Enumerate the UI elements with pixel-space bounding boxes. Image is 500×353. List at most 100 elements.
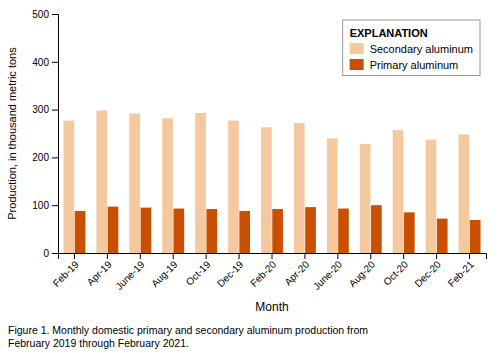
bar [75,211,86,253]
bar [64,121,75,253]
tick-mark [52,253,58,254]
bar [174,209,185,253]
tick-label: 0 [43,248,49,259]
tick-mark [206,253,207,259]
tick-mark [337,253,338,259]
tick: 100 [32,200,58,211]
bar [294,123,305,253]
legend-swatch [350,59,364,70]
tick-mark [74,253,75,259]
bar [96,111,107,253]
bar [261,127,272,253]
x-axis-title: Month [255,300,288,314]
axis-line [52,15,59,254]
tick-label: Aug-19 [149,258,180,289]
tick-label: Oct-20 [381,258,410,287]
tick-label: Apr-19 [85,258,114,287]
legend-title: EXPLANATION [350,27,428,39]
tick: 0 [43,248,58,259]
bar [393,130,404,253]
bar [239,211,250,253]
legend-label: Secondary aluminum [370,43,473,55]
tick-label: Aug-20 [347,258,378,289]
tick-label: 100 [32,200,49,211]
tick: Feb-20 [248,253,278,289]
tick-label: Dec-20 [412,258,443,289]
axis-line [59,254,487,260]
tick: Oct-19 [184,253,213,288]
tick: June-19 [113,253,147,292]
tick-mark [469,253,470,259]
tick-label: June-20 [311,258,345,292]
tick-mark [173,253,174,259]
bar [162,118,173,253]
tick: 300 [32,104,58,115]
plot: 0 100 200 300 400 500 Feb-19Apr-19June-19Aug-1… [32,9,486,292]
bar [470,220,481,253]
tick: Apr-19 [85,253,114,288]
legend-swatch [350,43,364,54]
bar-series [75,205,481,253]
tick: 200 [32,152,58,163]
tick: Aug-19 [149,253,180,289]
tick: Dec-20 [412,253,443,289]
tick-mark [370,253,371,259]
tick-label: 200 [32,152,49,163]
bar [108,207,119,253]
tick: Aug-20 [347,253,378,289]
tick-mark [52,110,58,111]
bar [272,209,283,253]
bar [404,212,415,253]
legend: EXPLANATION Secondary aluminum Primary alu… [343,20,480,76]
tick-mark [239,253,240,259]
tick-mark [107,253,108,259]
tick-label: Feb-19 [51,258,81,288]
bar-series [64,111,470,253]
bar [141,208,152,253]
tick-label: 500 [32,9,49,20]
bar [206,209,217,253]
bar [360,144,371,253]
tick-mark [403,253,404,259]
bar [195,113,206,253]
tick-mark [304,253,305,259]
tick-mark [436,253,437,259]
tick-mark [52,205,58,206]
tick-label: 400 [32,57,49,68]
tick-label: Feb-20 [248,258,278,288]
x-axis: Feb-19Apr-19June-19Aug-19Oct-19Dec-19Feb… [51,253,487,292]
y-axis-title: Production, in thousand metric tons [6,47,18,220]
tick-label: Apr-20 [282,258,311,287]
bar [338,209,349,253]
tick-mark [52,14,58,15]
caption: Figure 1. Monthly domestic primary and s… [8,324,368,349]
legend-box [343,20,480,76]
tick-mark [52,157,58,158]
y-axis: 0 100 200 300 400 500 [32,9,58,259]
tick-label: June-19 [113,258,147,292]
tick: Oct-20 [381,253,410,288]
tick: Feb-19 [51,253,81,289]
tick: Feb-21 [446,253,476,289]
tick: 500 [32,9,58,20]
tick: 400 [32,57,58,68]
tick: June-20 [311,253,345,292]
tick-label: Feb-21 [446,258,476,288]
tick-mark [52,62,58,63]
bar [371,205,382,253]
tick: Apr-20 [282,253,311,288]
chart: 0 100 200 300 400 500 Feb-19Apr-19June-19Aug-1… [0,0,500,353]
tick-mark [140,253,141,259]
bars [64,111,481,253]
bar [437,219,448,253]
bar [327,138,338,253]
legend-label: Primary aluminum [370,59,459,71]
tick: Dec-19 [215,253,246,289]
bar [459,134,470,253]
tick-label: 300 [32,104,49,115]
bar [426,140,437,253]
tick-mark [272,253,273,259]
tick-label: Dec-19 [215,258,246,289]
bar [129,113,140,253]
tick-label: Oct-19 [184,258,213,287]
